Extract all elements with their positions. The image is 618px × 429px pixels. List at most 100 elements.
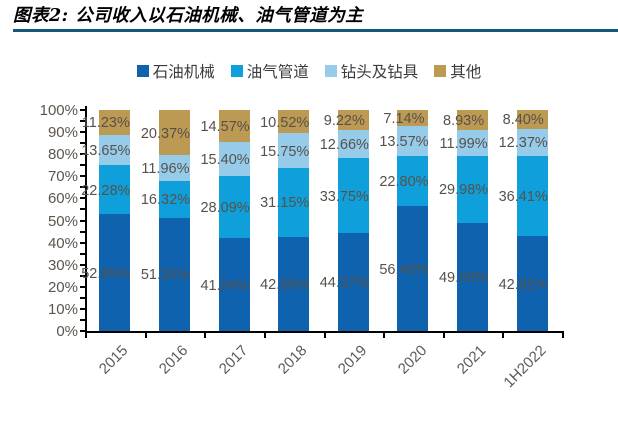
bar-segment-value-label: 33.75%: [319, 188, 369, 205]
x-axis-line: [85, 331, 564, 333]
y-axis-tick: [80, 241, 85, 244]
legend-label: 石油机械: [152, 64, 215, 81]
x-axis-category-label: 2017: [215, 342, 252, 378]
bar-segment-value-label: 22.28%: [81, 182, 131, 199]
bar-segment-value-label: 42.82%: [498, 276, 548, 293]
y-axis-tick-label: 40%: [47, 234, 78, 252]
y-axis-tick: [80, 330, 85, 332]
bar-segment: [397, 110, 429, 126]
bar-segment: [218, 142, 250, 177]
x-axis-tick: [502, 333, 505, 338]
y-axis-tick: [80, 186, 85, 189]
bar-segment: [158, 217, 190, 331]
bar-segment: [397, 206, 429, 331]
bar-segment: [397, 125, 429, 156]
bar-segment-value-label: 36.41%: [498, 189, 548, 206]
bar-segment-value-label: 16.32%: [140, 192, 191, 209]
bar-segment: [457, 156, 489, 223]
bar-segment: [99, 109, 131, 135]
y-axis-line: [85, 106, 87, 333]
bar-segment-value-label: 8.40%: [502, 112, 544, 129]
bar-segment: [218, 238, 250, 331]
x-axis-tick: [323, 333, 326, 338]
bar-segment-value-label: 11.99%: [439, 136, 488, 152]
y-axis-tick-label: 70%: [47, 168, 78, 186]
y-axis-tick: [80, 307, 85, 310]
y-axis-tick-label: 20%: [47, 278, 78, 296]
y-axis-tick: [80, 318, 85, 321]
bar-segment: [158, 181, 190, 218]
bar-segment: [337, 130, 369, 159]
bar-segment: [457, 222, 489, 331]
bar-segment-value-label: 11.96%: [141, 161, 190, 178]
bar-segment: [99, 164, 131, 215]
bar-segment: [397, 155, 429, 207]
bar-segment-value-label: 41.94%: [200, 277, 250, 294]
bar-segment: [516, 110, 548, 129]
y-axis-tick-label: 30%: [47, 256, 78, 274]
y-axis-tick-label: 90%: [47, 124, 78, 142]
legend-label: 其他: [450, 64, 482, 81]
bar-segment-value-label: 8.93%: [443, 112, 485, 129]
legend-item-2: 钻头及钻具: [324, 60, 419, 82]
bar-segment: [457, 129, 489, 157]
bar-segment: [337, 158, 369, 233]
bar-segment-value-label: 15.40%: [200, 152, 250, 169]
y-axis-tick: [80, 175, 85, 178]
legend-label: 油气管道: [246, 64, 309, 81]
bar-segment-value-label: 13.57%: [379, 133, 429, 150]
legend-swatch-icon: [324, 65, 337, 77]
x-axis-tick: [263, 333, 266, 338]
legend-swatch-icon: [230, 65, 243, 77]
bar-segment-value-label: 13.65%: [81, 142, 131, 159]
bar-segment-value-label: 56.49%: [379, 261, 429, 278]
bar-segment-value-label: 28.09%: [200, 200, 250, 217]
bar-segment: [516, 155, 548, 237]
legend-item-1: 油气管道: [230, 60, 309, 82]
bar-segment: [278, 110, 310, 134]
y-axis-tick-label: 50%: [47, 212, 78, 230]
bar-segment: [516, 236, 548, 331]
y-axis-tick: [80, 164, 85, 167]
bar-segment: [457, 110, 489, 130]
x-axis-tick: [383, 333, 386, 338]
bar-segment-value-label: 22.80%: [379, 173, 429, 190]
bar-segment: [278, 236, 310, 331]
x-axis-tick: [144, 333, 147, 338]
bar-segment: [158, 110, 190, 156]
bar-segment-value-label: 12.37%: [498, 135, 548, 152]
bar-segment-value-label: 31.15%: [260, 195, 310, 212]
figure-title: 图表2: 公司收入以石油机械、油气管道为主: [13, 6, 364, 26]
legend-item-3: 其他: [434, 60, 481, 82]
bar-segment-value-label: 14.57%: [200, 119, 250, 136]
legend-swatch-icon: [434, 65, 447, 77]
bar-segment: [337, 232, 369, 331]
bar-segment: [218, 176, 250, 239]
chart-legend: 石油机械 油气管道 钻头及钻具 其他: [0, 60, 618, 82]
y-axis-tick-label: 80%: [47, 146, 78, 164]
title-underline: [13, 29, 618, 32]
bar-segment: [278, 168, 310, 237]
y-axis-tick-label: 0%: [56, 323, 78, 340]
legend-label: 钻头及钻具: [340, 64, 419, 81]
y-axis-tick: [80, 197, 85, 200]
bar-segment-value-label: 20.37%: [140, 125, 191, 142]
bar-segment: [516, 128, 548, 156]
bar-segment-value-label: 15.75%: [260, 143, 310, 160]
y-axis-tick: [80, 252, 85, 255]
bar-segment-value-label: 10.52%: [260, 114, 310, 131]
y-axis-tick: [80, 120, 85, 123]
y-axis-tick: [80, 296, 85, 299]
x-axis-tick: [85, 333, 87, 338]
bar-segment: [278, 133, 310, 169]
x-axis-category-label: 2016: [155, 342, 192, 378]
y-axis-tick: [80, 263, 85, 266]
y-axis-tick: [80, 109, 85, 111]
y-axis-tick: [80, 131, 85, 134]
y-axis-tick: [80, 230, 85, 233]
x-axis-category-label: 2015: [96, 342, 132, 378]
x-axis-category-label: 2021: [453, 342, 490, 378]
legend-swatch-icon: [136, 65, 149, 77]
x-axis-tick: [442, 333, 445, 338]
